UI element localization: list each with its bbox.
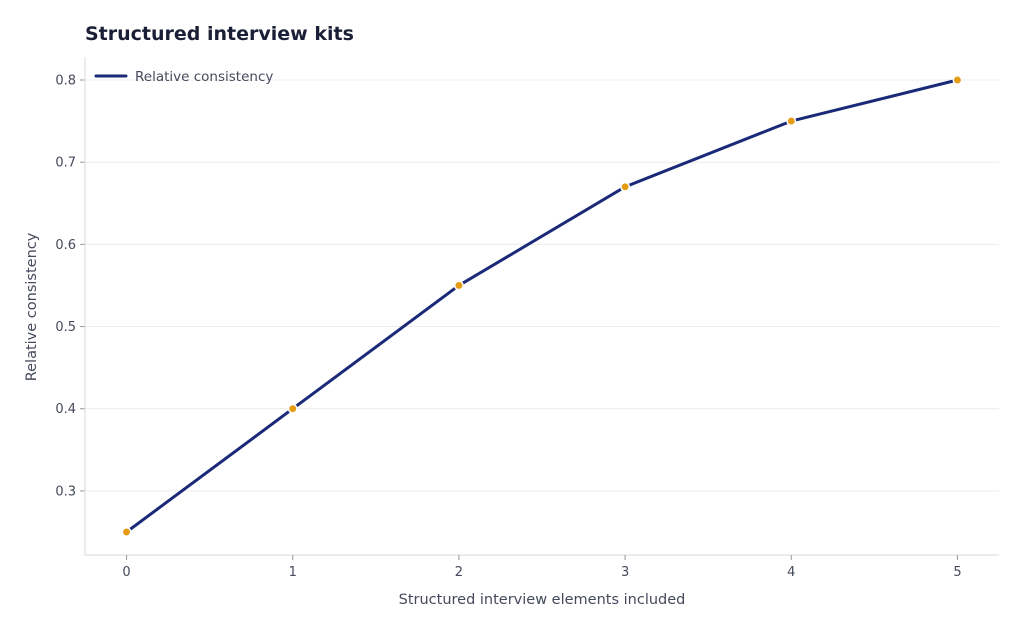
legend: Relative consistency (94, 69, 273, 85)
x-tick-label: 0 (122, 565, 130, 580)
y-tick-label: 0.5 (55, 320, 76, 335)
x-tick-label: 3 (621, 565, 629, 580)
x-tick-label: 1 (289, 565, 297, 580)
data-point (786, 116, 797, 127)
x-tick-label: 4 (787, 565, 795, 580)
x-axis-label: Structured interview elements included (399, 592, 686, 608)
axes (80, 57, 999, 560)
y-tick-label: 0.7 (55, 156, 76, 171)
series-group (121, 75, 963, 537)
y-tick-labels: 0.3 0.4 0.5 0.6 0.7 0.8 (55, 74, 76, 500)
data-point (620, 181, 631, 192)
series-line (125, 78, 959, 534)
data-point (952, 75, 963, 85)
y-tick-label: 0.6 (55, 238, 76, 253)
data-point (453, 280, 464, 291)
y-tick-label: 0.4 (55, 402, 76, 417)
y-tick-label: 0.3 (55, 484, 76, 499)
x-tick-label: 5 (953, 565, 961, 580)
legend-entry: Relative consistency (135, 69, 273, 85)
x-tick-labels: 0 1 2 3 4 5 (122, 565, 961, 580)
y-tick-label: 0.8 (55, 74, 76, 89)
data-point (287, 403, 298, 414)
data-point (121, 527, 132, 537)
y-axis-label: Relative consistency (24, 232, 40, 381)
x-tick-label: 2 (455, 565, 463, 580)
chart-title: Structured interview kits (85, 23, 354, 45)
grid-lines (85, 79, 999, 492)
